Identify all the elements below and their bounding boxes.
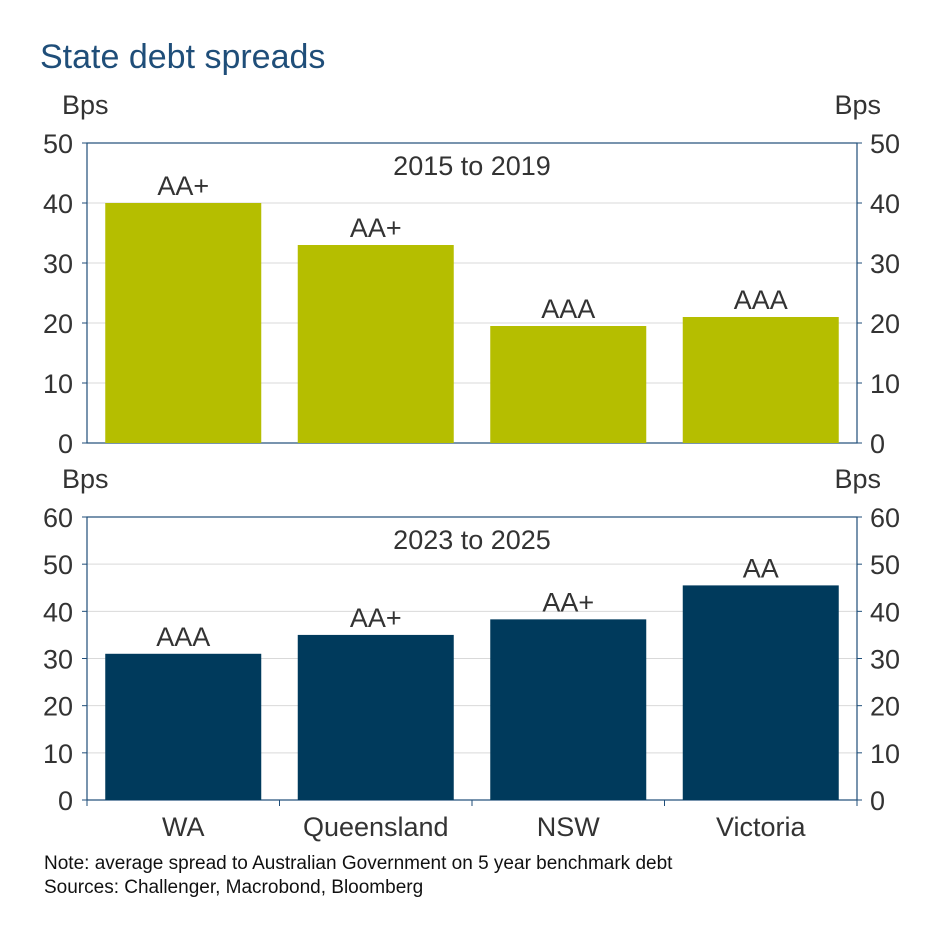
top-y-tick-left: 40 (43, 189, 73, 219)
top-y-tick-right: 50 (870, 129, 900, 159)
top-data-label: AAA (541, 294, 595, 324)
bottom-y-unit-right: Bps (834, 464, 881, 494)
top-y-tick-left: 50 (43, 129, 73, 159)
top-y-tick-right: 10 (870, 369, 900, 399)
bottom-data-label: AA+ (542, 587, 594, 617)
top-y-unit-left: Bps (62, 90, 109, 120)
chart-title: State debt spreads (40, 38, 326, 76)
bottom-panel: 0 0 10 10 20 20 30 30 40 40 50 50 60 60 Bps Bps 2023 to … (43, 464, 900, 816)
x-axis-categories: WA Queensland NSW Victoria (86, 800, 858, 842)
top-y-unit-right: Bps (834, 90, 881, 120)
bottom-y-tick-left: 40 (43, 597, 73, 627)
top-y-tick-right: 0 (870, 429, 885, 459)
x-tick-label: NSW (537, 812, 601, 842)
bottom-y-tick-right: 20 (870, 692, 900, 722)
top-panel: 0 0 10 10 20 20 30 30 40 40 50 50 Bps Bps 2015 to 2019… (43, 90, 900, 459)
top-data-label: AA+ (157, 171, 209, 201)
bottom-data-label: AAA (156, 622, 210, 652)
top-panel-title: 2015 to 2019 (393, 151, 551, 181)
bottom-y-tick-left: 30 (43, 645, 73, 675)
top-bar-queensland (297, 245, 454, 443)
bottom-y-tick-left: 50 (43, 550, 73, 580)
bottom-panel-title: 2023 to 2025 (393, 525, 551, 555)
top-y-tick-right: 40 (870, 189, 900, 219)
top-y-tick-left: 30 (43, 249, 73, 279)
bottom-y-tick-right: 60 (870, 503, 900, 533)
bottom-y-tick-left: 20 (43, 692, 73, 722)
bottom-y-tick-right: 0 (870, 786, 885, 816)
bottom-y-tick-right: 40 (870, 597, 900, 627)
top-y-tick-right: 30 (870, 249, 900, 279)
top-y-tick-left: 0 (58, 429, 73, 459)
bottom-y-tick-right: 50 (870, 550, 900, 580)
top-data-label: AAA (734, 285, 788, 315)
top-bar-nsw (490, 326, 647, 443)
footnotes: Note: average spread to Australian Gover… (44, 852, 672, 900)
bottom-bar-queensland (297, 634, 454, 800)
bottom-bar-nsw (490, 619, 647, 800)
sources-text: Sources: Challenger, Macrobond, Bloomber… (44, 877, 424, 898)
bottom-y-unit-left: Bps (62, 464, 109, 494)
top-plot-frame (86, 142, 858, 444)
bottom-bar-wa (105, 653, 262, 800)
top-y-tick-right: 20 (870, 309, 900, 339)
bottom-data-label: AA+ (350, 603, 402, 633)
bottom-y-tick-left: 0 (58, 786, 73, 816)
top-bar-wa (105, 203, 262, 443)
bottom-y-tick-left: 10 (43, 739, 73, 769)
top-data-label: AA+ (350, 213, 402, 243)
bottom-bar-victoria (682, 585, 839, 800)
bottom-data-label: AA (743, 553, 779, 583)
x-tick-label: WA (162, 812, 205, 842)
note-text: Note: average spread to Australian Gover… (44, 853, 673, 874)
x-tick-label: Victoria (716, 812, 807, 842)
top-y-tick-left: 20 (43, 309, 73, 339)
bottom-y-tick-right: 30 (870, 645, 900, 675)
top-y-tick-left: 10 (43, 369, 73, 399)
bottom-y-tick-left: 60 (43, 503, 73, 533)
bottom-y-tick-right: 10 (870, 739, 900, 769)
top-bar-victoria (682, 317, 839, 443)
x-tick-label: Queensland (303, 812, 449, 842)
